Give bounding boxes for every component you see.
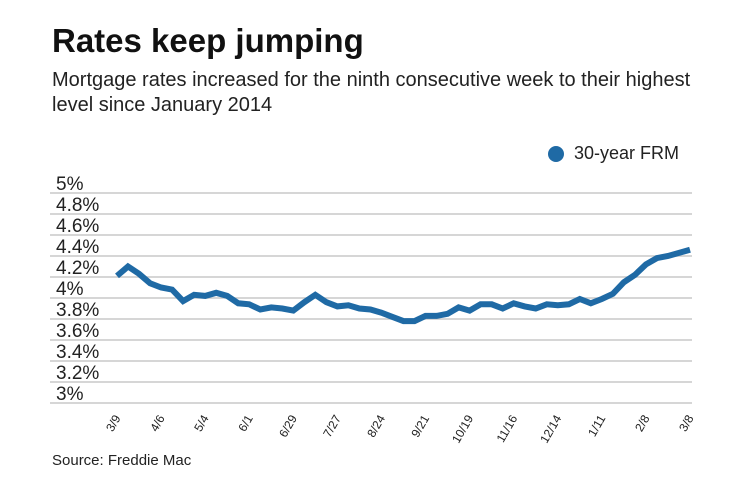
y-tick-label: 4.6% (56, 216, 99, 237)
y-tick-label: 4.8% (56, 195, 99, 216)
x-tick-label: 5/4 (191, 412, 212, 434)
y-tick-label: 5% (56, 174, 84, 195)
y-tick-label: 4% (56, 279, 84, 300)
chart-subtitle: Mortgage rates increased for the ninth c… (52, 69, 691, 116)
y-tick-label: 4.4% (56, 237, 99, 258)
legend: 30-year FRM (548, 143, 679, 164)
x-tick-label: 3/8 (676, 412, 697, 434)
y-tick-label: 4.2% (56, 258, 99, 279)
x-tick-label: 7/27 (320, 412, 344, 440)
x-tick-label: 6/1 (235, 412, 256, 434)
legend-marker (548, 145, 564, 162)
x-tick-label: 9/21 (408, 412, 432, 440)
y-tick-label: 3% (56, 384, 84, 405)
y-tick-label: 3.8% (56, 300, 99, 321)
y-tick-label: 3.4% (56, 342, 99, 363)
x-tick-label: 6/29 (276, 412, 300, 440)
y-tick-label: 3.2% (56, 363, 99, 384)
x-tick-label: 10/19 (449, 412, 476, 445)
x-tick-label: 4/6 (147, 412, 168, 434)
x-tick-label: 8/24 (364, 412, 388, 440)
x-tick-label: 11/16 (494, 412, 521, 445)
x-tick-label: 2/8 (632, 412, 653, 434)
source-note: Source: Freddie Mac (52, 452, 192, 469)
x-tick-label: 12/14 (537, 412, 564, 445)
legend-label: 30-year FRM (574, 143, 680, 163)
x-tick-label: 3/9 (103, 412, 124, 434)
series-line-30-year-frm (115, 246, 691, 325)
chart-title: Rates keep jumping (52, 22, 364, 59)
y-tick-label: 3.6% (56, 321, 99, 342)
x-tick-label: 1/11 (585, 412, 609, 439)
